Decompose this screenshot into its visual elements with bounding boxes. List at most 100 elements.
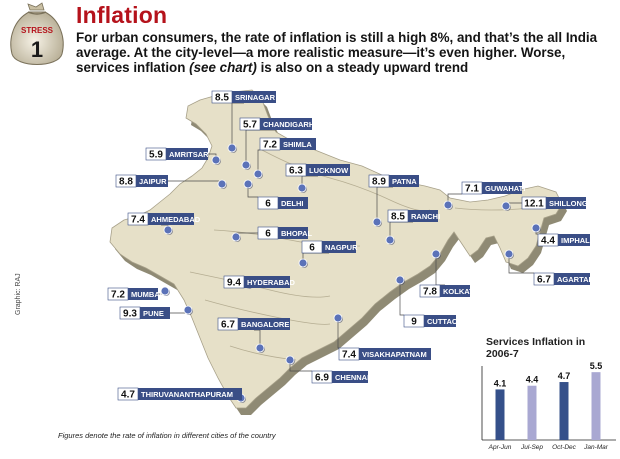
- city-label-ranchi: 8.5 RANCHI: [385, 209, 440, 245]
- city-value-srinagar: 8.5: [215, 93, 229, 104]
- city-label-imphal: 4.4 IMPHAL: [531, 223, 590, 247]
- city-dot-ahmedabad: [163, 225, 173, 235]
- city-dot-patna: [372, 217, 382, 227]
- city-value-kolkata: 7.8: [423, 287, 437, 298]
- category-label: Apr-Jun: [488, 444, 512, 451]
- bar-value-label: 4.7: [558, 371, 571, 381]
- city-value-visakhapatnam: 7.4: [342, 350, 356, 361]
- city-dot-visakhapatnam: [333, 313, 343, 323]
- city-name-patna: PATNA: [392, 177, 417, 186]
- city-name-jaipur: JAIPUR: [139, 177, 167, 186]
- name-box: [322, 241, 356, 253]
- city-name-bhopal: BHOPAL: [281, 229, 313, 238]
- city-label-agartala: 6.7 AGARTALA: [504, 249, 599, 286]
- city-name-ahmedabad: AHMEDABAD: [151, 215, 201, 224]
- city-label-ahmedabad: 7.4 AHMEDABAD: [127, 212, 201, 235]
- name-box: [148, 213, 194, 225]
- city-dot-imphal: [531, 223, 541, 233]
- name-box: [166, 148, 208, 160]
- name-box: [546, 197, 586, 209]
- page-title: Inflation: [76, 2, 168, 28]
- city-label-kolkata: 7.8 KOLKATA: [419, 249, 479, 298]
- city-dot-guwahati: [443, 200, 453, 210]
- city-name-imphal: IMPHAL: [561, 236, 590, 245]
- city-name-delhi: DELHI: [281, 199, 304, 208]
- city-dot-pune: [183, 305, 193, 315]
- city-label-bhopal: 6 BHOPAL: [231, 226, 313, 242]
- river-line: [204, 299, 331, 325]
- city-value-chandigarh: 5.7: [243, 120, 257, 131]
- category-label: Jan-Mar: [583, 444, 609, 451]
- name-box: [140, 307, 170, 319]
- stress-badge-icon: STRESS 1: [10, 2, 64, 65]
- river-line: [189, 271, 331, 298]
- graphic-credit: Graphic: RAJ: [15, 273, 22, 315]
- city-value-nagpur: 6: [309, 243, 315, 254]
- city-name-visakhapatnam: VISAKHAPATNAM: [362, 350, 427, 359]
- city-label-visakhapatnam: 7.4 VISAKHAPATNAM: [333, 313, 431, 361]
- name-box: [306, 164, 350, 176]
- name-box: [128, 288, 158, 300]
- city-value-bhopal: 6: [265, 229, 271, 240]
- city-value-mumbai: 7.2: [111, 290, 125, 301]
- city-name-agartala: AGARTALA: [557, 275, 599, 284]
- city-value-hyderabad: 9.4: [227, 278, 241, 289]
- category-label: Jul-Sep: [520, 444, 543, 451]
- city-name-lucknow: LUCKNOW: [309, 166, 349, 175]
- city-value-guwahati: 7.1: [465, 184, 479, 195]
- city-dot-chandigarh: [241, 160, 251, 170]
- name-box: [359, 348, 431, 360]
- intro-text-emphasis: (see chart): [189, 60, 257, 75]
- city-dot-chennai: [285, 355, 295, 365]
- city-value-bangalore: 6.7: [221, 320, 235, 331]
- bar-jan-mar: [591, 372, 601, 440]
- city-label-shillong: 12.1 SHILLONG: [501, 196, 588, 211]
- city-label-chennai: 6.9 CHENNAI: [285, 355, 369, 384]
- bar-apr-jun: [495, 389, 505, 440]
- city-dot-agartala: [504, 249, 514, 259]
- city-dot-nagpur: [298, 258, 308, 268]
- city-labels: 8.5 SRINAGAR 5.7 CHANDIGARH 5.9 AMRITSAR 7.2 SH…: [107, 90, 599, 403]
- city-name-thiruvananthapuram: THIRUVANANTHAPURAM: [141, 390, 233, 399]
- city-label-thiruvananthapuram: 4.7 THIRUVANANTHAPURAM: [117, 387, 246, 403]
- city-dot-shimla: [253, 169, 263, 179]
- city-value-agartala: 6.7: [537, 275, 551, 286]
- city-name-ranchi: RANCHI: [411, 212, 440, 221]
- city-dot-kolkata: [431, 249, 441, 259]
- city-name-mumbai: MUMBAI: [131, 290, 162, 299]
- name-box: [408, 210, 438, 222]
- city-label-bangalore: 6.7 BANGALORE: [217, 317, 290, 353]
- city-name-bangalore: BANGALORE: [241, 320, 289, 329]
- leader-line: [257, 149, 260, 174]
- name-box: [238, 318, 290, 330]
- city-label-guwahati: 7.1 GUWAHATI: [443, 181, 525, 210]
- city-name-chennai: CHENNAI: [335, 373, 369, 382]
- name-box: [244, 276, 290, 288]
- city-label-cuttack: 9 CUTTACK: [395, 275, 463, 328]
- leader-line: [508, 254, 534, 274]
- name-box: [280, 138, 316, 150]
- city-value-lucknow: 6.3: [289, 166, 303, 177]
- city-value-shimla: 7.2: [263, 140, 277, 151]
- intro-text: For urban consumers, the rate of inflati…: [76, 30, 616, 75]
- city-label-jaipur: 8.8 JAIPUR: [115, 174, 227, 189]
- city-value-thiruvananthapuram: 4.7: [121, 390, 135, 401]
- stress-badge-number: 1: [31, 37, 43, 62]
- name-box: [440, 285, 470, 297]
- city-dot-mumbai: [160, 286, 170, 296]
- city-value-imphal: 4.4: [541, 236, 555, 247]
- city-value-patna: 8.9: [372, 177, 386, 188]
- chart-title: Services Inflation in 2006-7: [486, 336, 586, 360]
- name-box: [232, 91, 276, 103]
- city-dot-lucknow: [297, 183, 307, 193]
- bar-value-label: 5.5: [590, 361, 603, 371]
- city-dot-bangalore: [255, 343, 265, 353]
- city-value-ahmedabad: 7.4: [131, 215, 145, 226]
- city-name-kolkata: KOLKATA: [443, 287, 479, 296]
- city-label-lucknow: 6.3 LUCKNOW: [285, 163, 350, 193]
- bar-jul-sep: [527, 385, 537, 440]
- city-name-guwahati: GUWAHATI: [485, 184, 525, 193]
- city-label-delhi: 6 DELHI: [243, 179, 308, 210]
- name-box: [332, 371, 368, 383]
